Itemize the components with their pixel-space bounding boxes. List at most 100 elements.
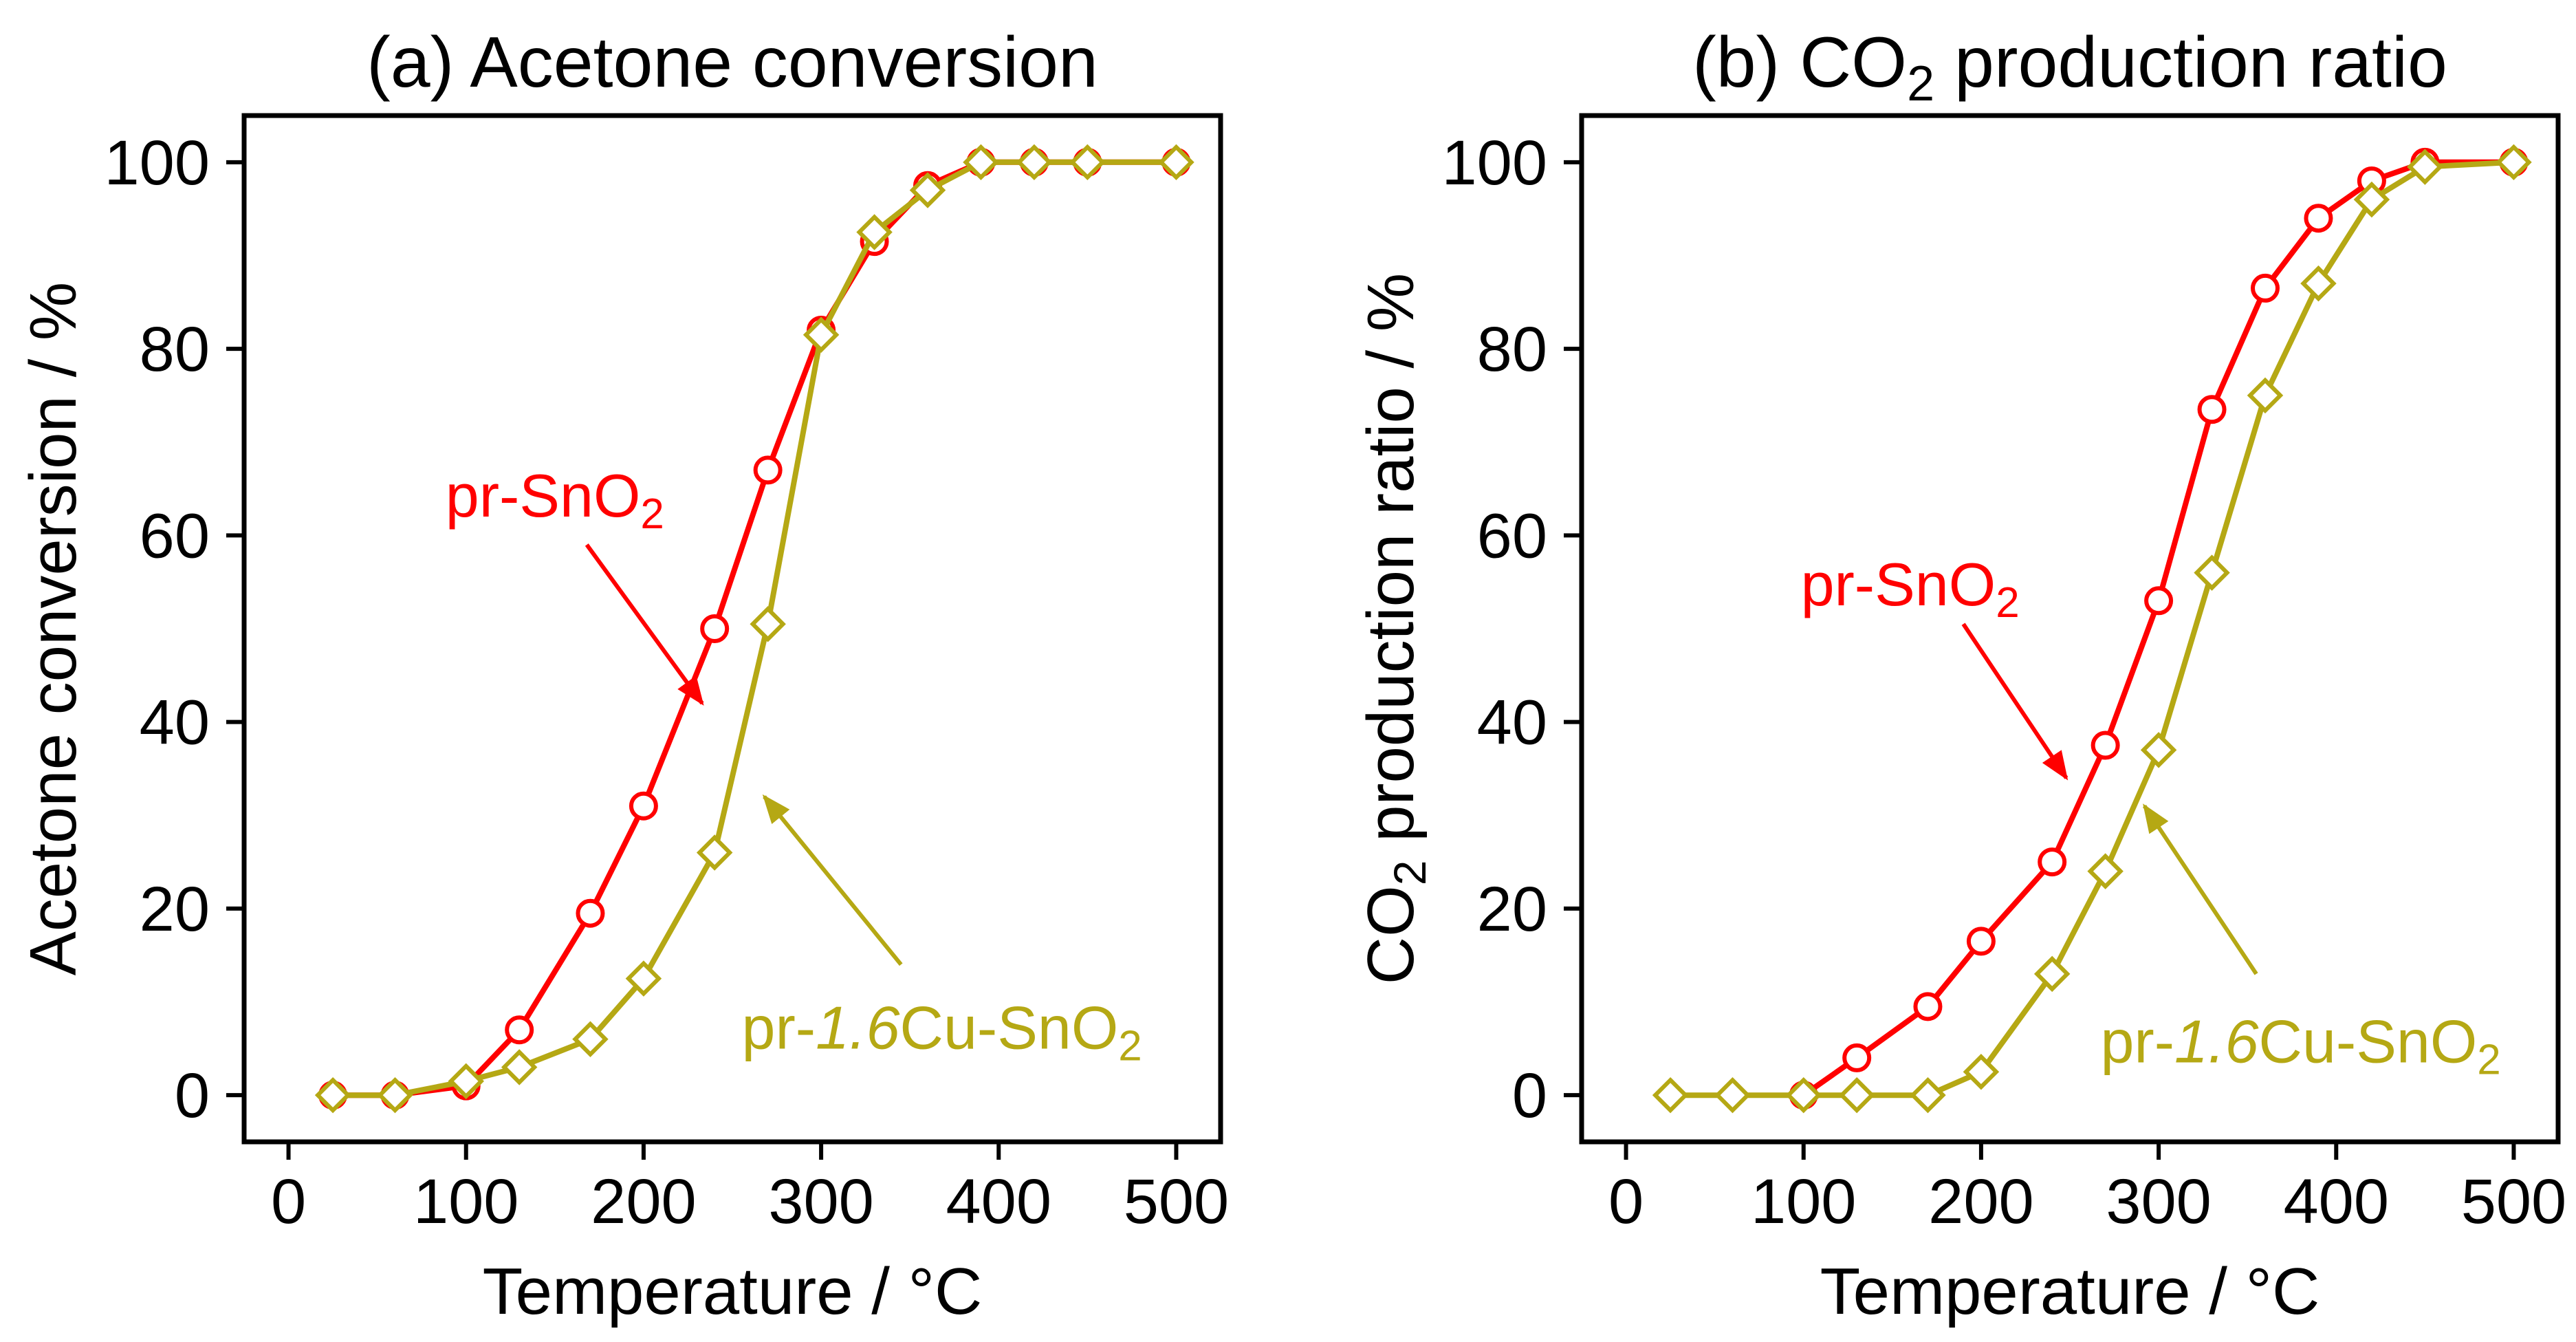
y-tick-label: 60 <box>1477 501 1547 571</box>
data-point-diamond <box>856 214 893 250</box>
series-label-subscript: 2 <box>2477 1037 2500 1084</box>
series-label-italic: 1.6 <box>2174 1008 2258 1076</box>
x-tick-label: 0 <box>1608 1167 1644 1237</box>
data-point-diamond <box>1963 1054 2000 1090</box>
series-label-main: Cu-SnO <box>899 993 1118 1061</box>
data-point-diamond <box>2033 955 2071 993</box>
x-tick-label: 200 <box>1928 1167 2034 1237</box>
x-tick-label: 300 <box>2106 1167 2212 1237</box>
plot-frame <box>1579 113 2561 1145</box>
series-label-prefix: pr-SnO <box>1801 550 1996 618</box>
y-tick-label: 0 <box>175 1061 210 1131</box>
data-point-diamond <box>2247 377 2284 414</box>
series-label-pr-cu-sno2: pr-1.6Cu-SnO2 <box>742 993 1142 1070</box>
data-point-circle <box>753 455 783 485</box>
annotation-arrow <box>1961 623 2069 781</box>
data-point-diamond <box>750 605 786 642</box>
series-label-subscript: 2 <box>1996 579 2019 627</box>
y-tick-label: 100 <box>1442 128 1548 198</box>
y-axis-label-text: CO <box>1354 885 1428 984</box>
data-point-circle <box>576 898 605 928</box>
data-point-diamond <box>448 1063 484 1100</box>
title-text-main: Acetone conversion <box>470 23 1098 102</box>
data-point-circle <box>2038 847 2067 877</box>
x-tick-label: 400 <box>2284 1167 2390 1237</box>
panel-a: (a) Acetone conversion 0 100 200 300 400 500 0 2… <box>17 23 1229 1328</box>
data-point-diamond <box>377 1076 413 1114</box>
data-point-diamond <box>1158 144 1194 181</box>
title-text-rest: production ratio <box>1934 23 2447 102</box>
x-tick-label: 100 <box>1751 1167 1857 1237</box>
data-point-diamond <box>1652 1076 1689 1114</box>
series-label-prefix: pr-SnO <box>446 462 641 530</box>
series-label-subscript: 2 <box>640 491 664 539</box>
data-point-diamond <box>1785 1076 1822 1114</box>
annotation-arrow <box>762 794 903 966</box>
series-label-pr-sno2: pr-SnO2 <box>446 462 664 538</box>
data-point-diamond <box>572 1021 609 1058</box>
title-text: (b) CO <box>1692 23 1907 102</box>
y-axis-label-text: Acetone conversion / % <box>17 282 90 976</box>
data-point-diamond <box>2407 149 2443 185</box>
data-point-diamond <box>2300 265 2337 302</box>
data-point-diamond <box>625 960 662 997</box>
y-tick-label: 80 <box>140 314 210 385</box>
y-axis-label: Acetone conversion / % <box>17 282 90 976</box>
y-axis-label-subscript: 2 <box>1384 861 1435 886</box>
data-point-diamond <box>803 316 840 353</box>
y-tick-label: 20 <box>1477 874 1547 944</box>
data-point-diamond <box>2087 853 2124 889</box>
series-line-pr-sno2 <box>1802 159 2514 1098</box>
data-point-circle <box>2251 273 2280 303</box>
series-label-prefix: pr- <box>742 993 816 1061</box>
data-point-circle <box>2091 730 2120 760</box>
x-tick-label: 500 <box>1124 1167 1230 1237</box>
x-axis-label: Temperature / °C <box>1820 1255 2320 1328</box>
data-point-diamond <box>2353 181 2390 218</box>
data-point-circle <box>1966 927 1996 956</box>
series-label-italic: 1.6 <box>816 993 899 1061</box>
data-point-circle <box>2304 204 2333 233</box>
data-point-diamond <box>501 1049 538 1085</box>
x-tick-label: 500 <box>2461 1167 2567 1237</box>
title-subscript: 2 <box>1907 56 1934 111</box>
x-tick-label: 100 <box>413 1167 519 1237</box>
data-point-diamond <box>1069 144 1106 181</box>
data-point-diamond <box>1838 1076 1875 1114</box>
x-axis-label: Temperature / °C <box>483 1255 983 1328</box>
data-point-diamond <box>1016 144 1053 181</box>
y-tick-label: 80 <box>1477 314 1547 385</box>
panel-title: (b) CO2 production ratio <box>1692 23 2447 111</box>
x-tick-label: 0 <box>271 1167 306 1237</box>
y-tick-label: 40 <box>1477 688 1547 758</box>
y-tick-label: 60 <box>140 501 210 571</box>
y-tick-label: 0 <box>1512 1061 1547 1131</box>
data-point-diamond <box>2194 554 2230 591</box>
data-point-diamond <box>2496 144 2532 181</box>
data-point-diamond <box>1910 1076 1946 1114</box>
series-label-main: Cu-SnO <box>2258 1008 2477 1076</box>
y-axis-label: CO2 production ratio / % <box>1354 273 1435 985</box>
panel-title: (a) Acetone conversion <box>367 23 1098 102</box>
y-axis-label-rest: production ratio / % <box>1354 273 1428 861</box>
x-tick-label: 200 <box>591 1167 697 1237</box>
data-point-diamond <box>1714 1076 1751 1114</box>
series-line-pr-cu-sno2 <box>1670 159 2514 1099</box>
data-point-circle <box>1913 992 1943 1021</box>
y-tick-label: 40 <box>140 688 210 758</box>
annotation-arrow <box>585 543 704 706</box>
data-point-circle <box>700 614 730 643</box>
title-text: (a) <box>367 23 470 102</box>
data-point-circle <box>2197 395 2227 424</box>
x-tick-label: 400 <box>946 1167 1052 1237</box>
data-point-circle <box>2144 586 2174 616</box>
data-point-circle <box>505 1015 534 1045</box>
x-tick-label: 300 <box>768 1167 874 1237</box>
series-label-prefix: pr- <box>2100 1008 2174 1076</box>
annotation-arrow <box>2142 803 2258 975</box>
data-point-circle <box>1842 1043 1872 1072</box>
plot-frame <box>241 113 1223 1145</box>
data-point-diamond <box>909 172 946 208</box>
